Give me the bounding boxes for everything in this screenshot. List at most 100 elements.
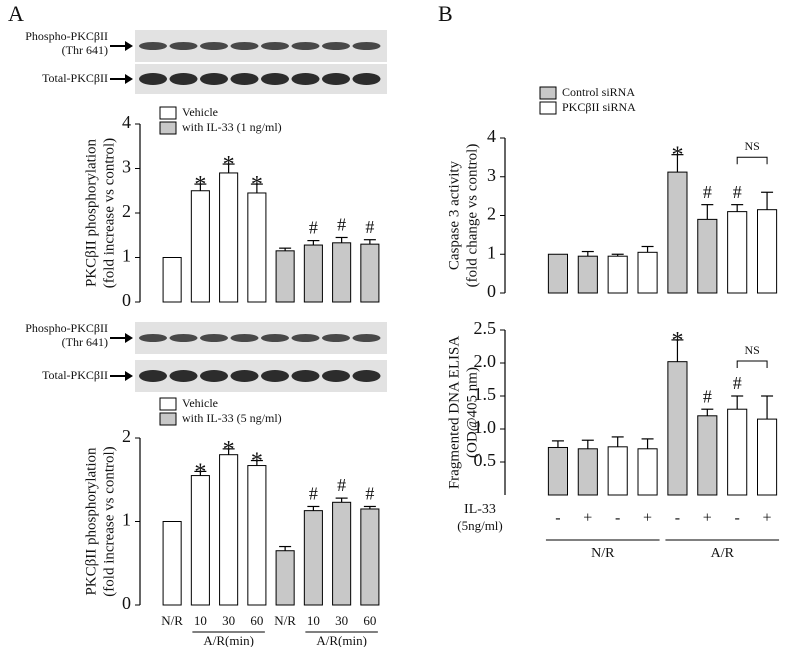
bar (332, 501, 352, 606)
blot-label: Phospho-PKCβII (25, 321, 108, 335)
category-axis-label: IL-33 (464, 502, 496, 517)
legend-label: with IL-33 (5 ng/ml) (182, 411, 282, 425)
y-tick-label: 1 (122, 246, 131, 266)
significance-label: * (251, 172, 263, 198)
blot-band (322, 334, 350, 342)
blot-band (352, 370, 381, 382)
bar (162, 521, 182, 606)
significance-label: # (703, 386, 712, 406)
blot-band (139, 42, 167, 50)
blot-band (139, 73, 167, 85)
y-tick-label: 0 (122, 593, 131, 613)
bar (757, 418, 778, 496)
blot-label: Total-PKCβII (42, 71, 108, 85)
legend-label: PKCβII siRNA (562, 100, 636, 114)
blot-band (261, 73, 289, 85)
legend-swatch (539, 101, 557, 115)
bar (667, 171, 688, 294)
x-tick-label: - (615, 510, 620, 527)
y-tick-label: 4 (487, 126, 496, 146)
legend-label: with IL-33 (1 ng/ml) (182, 120, 282, 134)
legend-swatch (159, 412, 177, 426)
bar (303, 510, 323, 606)
significance-label: # (365, 217, 374, 237)
bar (190, 475, 210, 606)
error-bar (611, 436, 624, 447)
error-bar (641, 245, 654, 253)
blot-band (322, 42, 350, 50)
error-bar (611, 253, 624, 257)
error-bar (731, 395, 744, 410)
x-tick-label: 60 (250, 613, 263, 628)
error-bar (581, 439, 594, 449)
error-bar (761, 191, 774, 210)
bar (577, 448, 598, 496)
y-axis-label: (fold increase vs control) (101, 446, 117, 596)
error-bar (731, 204, 744, 212)
x-tick-label: N/R (161, 613, 183, 628)
error-bar (701, 204, 714, 220)
blot-band (230, 42, 259, 50)
error-bar (551, 440, 564, 448)
panel-letter: B (438, 1, 453, 26)
error-bar (363, 239, 376, 245)
x-tick-label: + (703, 510, 712, 527)
y-tick-label: 2.5 (474, 318, 497, 338)
error-bar (222, 163, 235, 173)
bar (637, 448, 658, 496)
blot-label: Phospho-PKCβII (25, 29, 108, 43)
arrow-head (125, 41, 133, 51)
y-axis-label: Caspase 3 activity (446, 160, 462, 270)
y-tick-label: 3 (122, 157, 131, 177)
legend-swatch (159, 106, 177, 120)
blot-band (169, 73, 198, 85)
error-bar (279, 247, 292, 251)
bar (219, 172, 239, 303)
blot-band (139, 370, 167, 382)
legend-label: Vehicle (182, 396, 218, 410)
significance-label: # (337, 215, 346, 235)
blot-band (230, 370, 259, 382)
significance-label: # (733, 182, 742, 202)
bar (697, 415, 718, 496)
y-tick-label: 0.5 (474, 450, 497, 470)
error-bar (222, 448, 235, 455)
y-axis-label: (fold increase vs control) (101, 138, 117, 288)
bar (697, 218, 718, 294)
x-tick-label: N/R (274, 613, 296, 628)
error-bar (194, 470, 207, 476)
blot-label: Total-PKCβII (42, 368, 108, 382)
significance-label: * (223, 152, 235, 178)
legend-swatch (159, 397, 177, 411)
bar (275, 250, 295, 303)
y-tick-label: 1.0 (474, 417, 497, 437)
significance-label: # (309, 218, 318, 238)
x-tick-label: + (763, 510, 772, 527)
bar (607, 255, 628, 294)
y-tick-label: 2 (487, 204, 496, 224)
y-tick-label: 4 (122, 112, 131, 132)
legend-label: Vehicle (182, 105, 218, 119)
error-bar (363, 505, 376, 509)
blot-band (230, 73, 259, 85)
x-tick-label: - (675, 510, 680, 527)
significance-label: * (251, 449, 263, 475)
error-bar (250, 183, 263, 193)
significance-label: * (671, 143, 683, 169)
y-tick-label: 0 (122, 290, 131, 310)
x-tick-label: 30 (222, 613, 235, 628)
bar (275, 550, 295, 606)
panel-letter: A (8, 1, 24, 26)
blot-label: (Thr 641) (62, 43, 108, 57)
bar (360, 508, 380, 606)
error-bar (279, 545, 292, 551)
blot-band (200, 42, 228, 50)
error-bar (671, 339, 684, 362)
bar (667, 361, 688, 496)
y-tick-label: 0 (487, 281, 496, 301)
x-tick-label: 30 (335, 613, 348, 628)
y-axis-label: PKCβII phosphorylation (83, 138, 99, 287)
bracket (736, 360, 768, 368)
blot-band (200, 370, 228, 382)
significance-label: # (309, 484, 318, 504)
